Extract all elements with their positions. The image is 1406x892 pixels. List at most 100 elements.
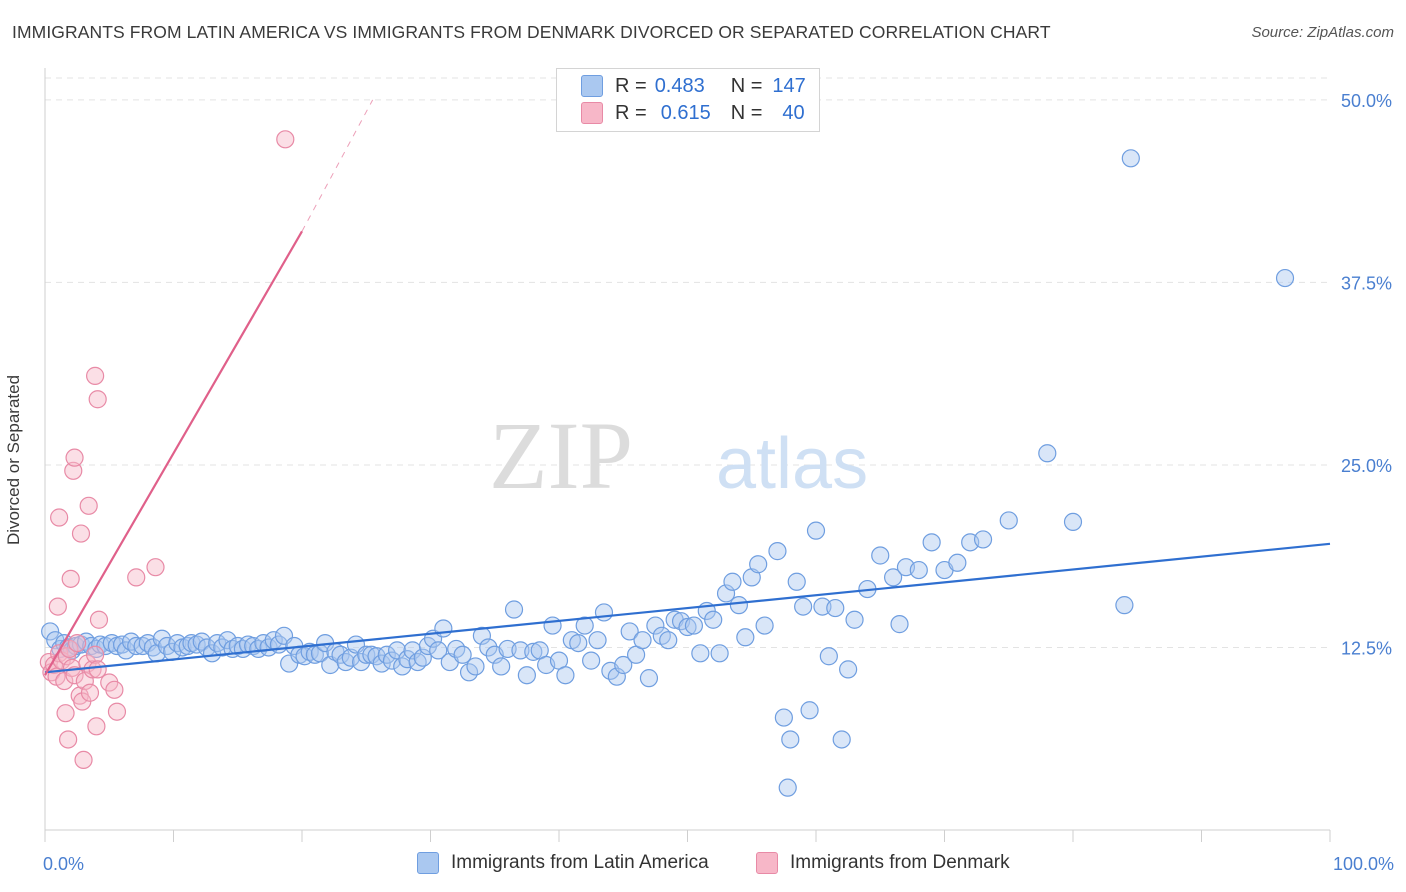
data-point-latin-america bbox=[569, 633, 588, 653]
watermark-atlas: atlas bbox=[716, 424, 868, 504]
data-point-latin-america bbox=[382, 651, 402, 670]
data-point-latin-america bbox=[781, 730, 800, 749]
data-point-latin-america bbox=[871, 546, 890, 565]
data-point-denmark bbox=[64, 461, 83, 480]
data-point-denmark bbox=[87, 717, 106, 736]
data-point-denmark bbox=[80, 683, 100, 702]
data-point-latin-america bbox=[768, 542, 787, 561]
data-point-latin-america bbox=[778, 778, 797, 797]
legend-label: Immigrants from Latin America bbox=[451, 852, 709, 873]
data-point-latin-america bbox=[704, 610, 723, 629]
data-point-denmark bbox=[79, 496, 98, 515]
data-point-latin-america bbox=[1115, 596, 1134, 615]
x-tick-label: 100.0% bbox=[1333, 854, 1394, 874]
data-point-latin-america bbox=[723, 572, 742, 591]
data-point-denmark bbox=[56, 704, 75, 723]
data-point-latin-america bbox=[157, 636, 177, 656]
data-point-latin-america bbox=[755, 616, 774, 635]
data-point-latin-america bbox=[832, 730, 851, 749]
data-point-latin-america bbox=[41, 622, 60, 641]
legend-item-denmark: Immigrants from Denmark bbox=[756, 852, 1010, 874]
data-point-latin-america bbox=[1063, 512, 1083, 531]
data-point-latin-america bbox=[575, 616, 594, 635]
data-point-latin-america bbox=[594, 603, 614, 622]
data-point-latin-america bbox=[774, 708, 793, 727]
data-point-latin-america bbox=[659, 631, 678, 650]
data-point-denmark bbox=[61, 569, 80, 588]
zipatlas-watermark: ZIP atlas bbox=[489, 402, 868, 509]
correlation-legend: R = 0.483 N = 147 R = 0.615 N = 40 bbox=[556, 68, 820, 132]
data-point-latin-america bbox=[372, 654, 391, 673]
trend-line-denmark-extension bbox=[301, 99, 374, 232]
data-point-latin-america bbox=[116, 641, 136, 660]
data-point-latin-america bbox=[479, 638, 498, 657]
x-tick-label: 0.0% bbox=[43, 854, 84, 874]
data-point-latin-america bbox=[890, 615, 909, 634]
data-point-latin-america bbox=[973, 530, 993, 549]
data-point-latin-america bbox=[429, 641, 448, 660]
data-point-denmark bbox=[146, 558, 165, 577]
data-point-denmark bbox=[74, 750, 93, 770]
data-point-denmark bbox=[105, 680, 124, 699]
data-point-denmark bbox=[57, 647, 76, 666]
data-point-denmark bbox=[88, 390, 107, 409]
y-tick-label: 12.5% bbox=[1341, 638, 1392, 658]
data-point-latin-america bbox=[736, 628, 755, 647]
data-point-denmark bbox=[88, 660, 107, 679]
data-point-latin-america bbox=[453, 645, 472, 664]
data-point-latin-america bbox=[1121, 149, 1140, 168]
legend-n-value: 40 bbox=[782, 101, 805, 124]
data-point-latin-america bbox=[794, 597, 813, 616]
axes bbox=[44, 68, 1331, 842]
watermark-zip: ZIP bbox=[489, 402, 633, 509]
data-point-latin-america bbox=[202, 644, 222, 663]
data-point-latin-america bbox=[684, 616, 704, 635]
pink-swatch bbox=[756, 852, 778, 874]
data-point-latin-america bbox=[646, 616, 665, 635]
data-point-latin-america bbox=[434, 619, 453, 638]
legend-row-latin-america: R = 0.483 N = 147 bbox=[581, 74, 806, 98]
data-point-latin-america bbox=[472, 626, 491, 645]
legend-label: Immigrants from Denmark bbox=[790, 852, 1010, 873]
legend-r-label: R = bbox=[615, 74, 647, 97]
data-point-latin-america bbox=[377, 645, 396, 664]
data-point-latin-america bbox=[845, 610, 864, 629]
y-tick-label: 25.0% bbox=[1341, 456, 1392, 476]
data-point-denmark bbox=[276, 130, 295, 149]
data-point-denmark bbox=[86, 366, 105, 385]
legend-n-label: N = bbox=[730, 74, 763, 97]
chart-title: IMMIGRANTS FROM LATIN AMERICA VS IMMIGRA… bbox=[12, 22, 1051, 42]
data-point-latin-america bbox=[948, 553, 967, 572]
data-point-denmark bbox=[127, 568, 146, 587]
data-point-latin-america bbox=[678, 617, 697, 637]
data-point-latin-america bbox=[826, 598, 845, 618]
blue-swatch bbox=[417, 852, 439, 874]
data-point-denmark bbox=[65, 448, 84, 467]
y-tick-label: 50.0% bbox=[1341, 91, 1392, 111]
data-point-denmark bbox=[86, 645, 105, 664]
legend-row-denmark: R = 0.615 N = 40 bbox=[581, 101, 805, 125]
data-point-latin-america bbox=[839, 660, 858, 679]
y-axis-title: Divorced or Separated bbox=[4, 374, 23, 546]
data-point-latin-america bbox=[517, 666, 536, 685]
data-point-latin-america bbox=[749, 555, 768, 574]
data-point-latin-america bbox=[999, 511, 1018, 530]
data-point-latin-america bbox=[883, 568, 903, 587]
series-legend: Immigrants from Latin America Immigrants… bbox=[0, 852, 1406, 878]
data-point-latin-america bbox=[819, 647, 838, 666]
data-point-latin-america bbox=[806, 521, 826, 540]
data-point-latin-america bbox=[1038, 444, 1057, 463]
tick-labels: 12.5% 25.0% 37.5% 50.0% 0.0% 100.0% bbox=[43, 91, 1394, 874]
data-point-denmark bbox=[68, 633, 87, 653]
data-point-latin-america bbox=[582, 651, 601, 670]
data-point-denmark bbox=[59, 730, 78, 749]
legend-n-value: 147 bbox=[772, 74, 806, 97]
data-point-latin-america bbox=[492, 657, 511, 676]
trend-lines bbox=[44, 99, 1331, 676]
data-point-latin-america bbox=[218, 631, 237, 650]
data-point-latin-america bbox=[413, 648, 432, 667]
data-point-latin-america bbox=[192, 632, 211, 651]
data-point-latin-america bbox=[620, 622, 639, 641]
data-point-latin-america bbox=[607, 667, 626, 686]
